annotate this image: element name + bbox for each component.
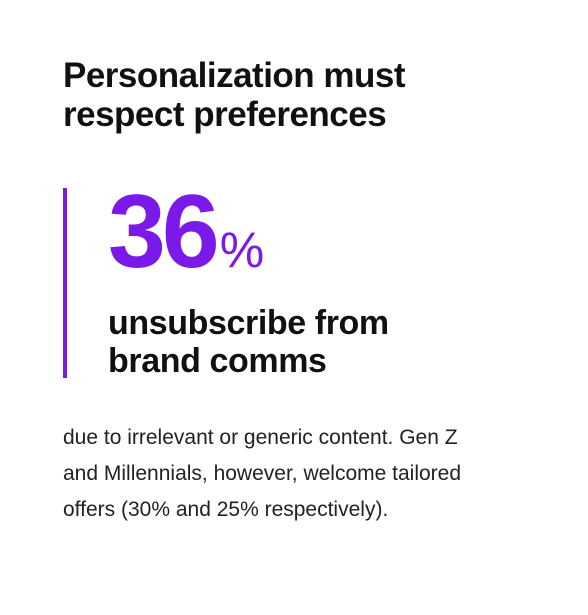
- stat-number: 36%: [108, 180, 264, 284]
- stat-value: 36: [108, 174, 220, 290]
- stat-block: 36% unsubscribe from brand comms: [63, 180, 503, 380]
- stat-unit: %: [219, 222, 265, 278]
- body-text: due to irrelevant or generic content. Ge…: [63, 426, 462, 521]
- accent-bar: [63, 188, 67, 378]
- stat-label: unsubscribe from brand comms: [108, 304, 389, 380]
- title: Personalization must respect preferences: [63, 56, 406, 134]
